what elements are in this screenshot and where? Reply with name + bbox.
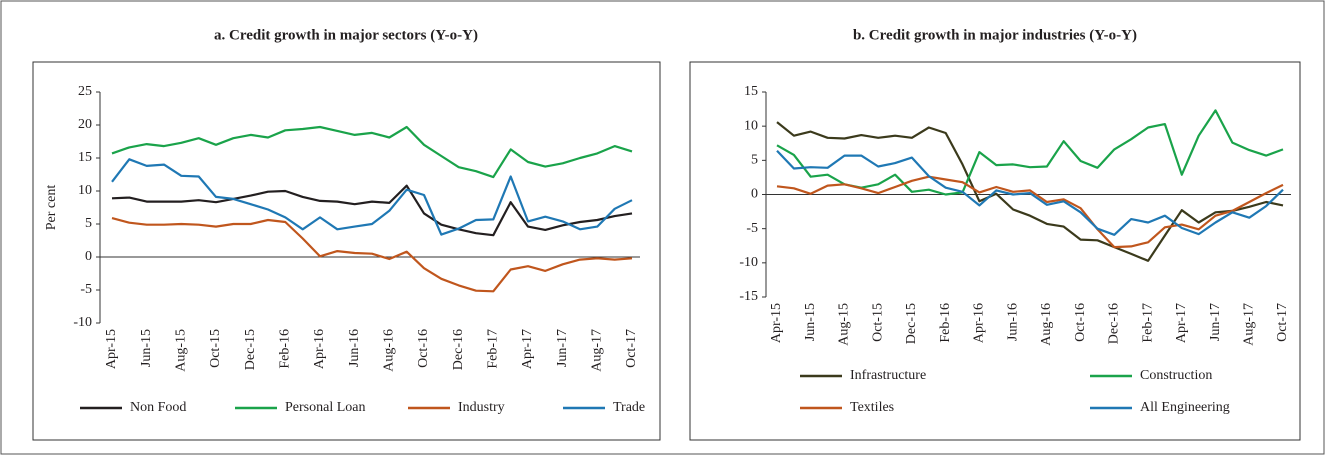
legend-label: Trade [613,400,645,415]
y-tick-label: 10 [78,183,92,198]
x-tick-label: Oct-15 [208,329,223,368]
y-tick-label: -5 [746,221,758,236]
legend-label: Personal Loan [285,400,365,415]
x-tick-label: Jun-17 [555,329,570,367]
y-tick-label: 15 [744,84,758,99]
x-tick-label: Dec-16 [451,329,466,370]
legend-label: Non Food [130,400,186,415]
x-tick-label: Aug-15 [174,329,189,372]
y-axis-label: Per cent [44,185,59,231]
legend-label: Industry [458,400,505,415]
y-tick-label: 0 [751,187,758,202]
x-tick-label: Oct-16 [416,329,431,368]
x-tick-label: Dec-15 [243,329,258,370]
panel-frame [32,61,661,441]
legend-label: Construction [1140,368,1212,383]
y-tick-label: 5 [751,153,758,168]
x-tick-label: Oct-17 [624,329,639,368]
x-tick-label: Aug-16 [382,329,397,372]
panel-frame [689,61,1301,441]
y-tick-label: -5 [80,282,92,297]
y-tick-label: -10 [73,315,92,330]
x-tick-label: Aug-17 [1241,303,1256,346]
x-tick-label: Apr-15 [104,329,119,369]
x-tick-label: Aug-17 [590,329,605,372]
y-tick-label: 10 [744,118,758,133]
x-tick-label: Jun-15 [803,303,818,341]
y-tick-label: -10 [739,255,758,270]
line-series [111,158,633,236]
x-tick-label: Oct-17 [1275,303,1290,342]
legend-label: Textiles [850,400,894,415]
x-tick-label: Jun-16 [347,329,362,367]
legend-label: All Engineering [1140,400,1230,415]
x-tick-label: Aug-16 [1039,303,1054,346]
chart-title: a. Credit growth in major sectors (Y-o-Y… [214,27,478,43]
x-tick-label: Oct-15 [870,303,885,342]
line-series [776,150,1284,236]
line-series [111,217,633,293]
x-tick-label: Dec-16 [1107,303,1122,344]
x-tick-label: Jun-17 [1208,303,1223,341]
y-tick-label: 5 [85,216,92,231]
line-series [776,121,1284,262]
x-tick-label: Dec-15 [904,303,919,344]
x-tick-label: Feb-16 [278,329,293,369]
chart-title: b. Credit growth in major industries (Y-… [853,27,1137,43]
x-tick-label: Feb-17 [486,329,501,369]
line-series [111,125,633,179]
line-series [776,175,1284,249]
legend-label: Infrastructure [850,368,926,383]
x-tick-label: Apr-16 [312,329,327,369]
y-tick-label: 20 [78,117,92,132]
y-tick-label: 25 [78,84,92,99]
x-tick-label: Aug-15 [837,303,852,346]
x-tick-label: Jun-16 [1005,303,1020,341]
x-tick-label: Feb-17 [1140,303,1155,343]
x-tick-label: Apr-15 [769,303,784,343]
y-tick-label: 0 [85,249,92,264]
x-tick-label: Apr-16 [972,303,987,343]
x-tick-label: Apr-17 [1174,303,1189,343]
line-series [776,109,1284,196]
y-tick-label: 15 [78,150,92,165]
line-series [111,184,633,237]
x-tick-label: Oct-16 [1073,303,1088,342]
x-tick-label: Apr-17 [520,329,535,369]
x-tick-label: Feb-16 [938,303,953,343]
y-tick-label: -15 [739,289,758,304]
x-tick-label: Jun-15 [139,329,154,367]
